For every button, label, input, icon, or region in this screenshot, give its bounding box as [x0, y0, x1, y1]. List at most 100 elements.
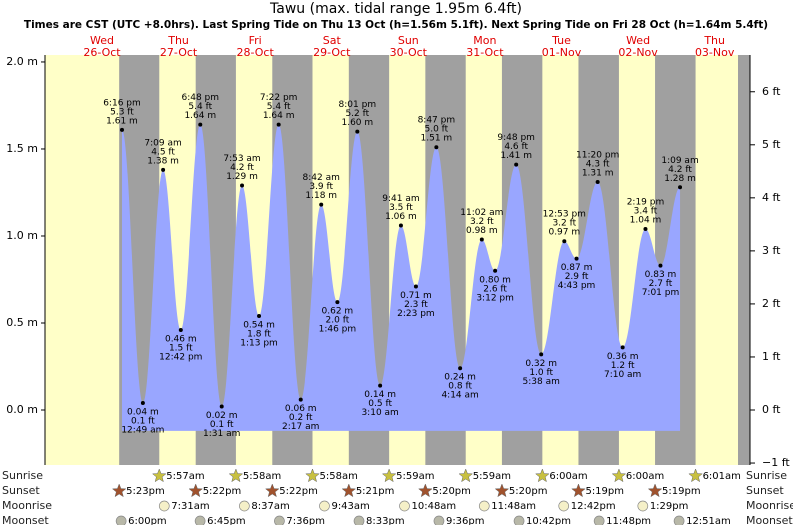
tide-point [595, 180, 600, 185]
sunset-time: 5:21pm [356, 486, 395, 497]
moonset-icon [353, 515, 365, 525]
tide-label: 0.04 m [127, 408, 159, 418]
tide-label: 12:49 am [121, 426, 164, 436]
tide-point [257, 314, 262, 319]
tide-label: 4.3 ft [586, 160, 610, 170]
tide-point [620, 345, 625, 350]
tide-point [643, 227, 648, 232]
tide-label: 1.18 m [305, 191, 337, 201]
tide-label: 0.14 m [364, 390, 396, 400]
tide-label: 5.0 ft [424, 125, 448, 135]
day-name: Fri [249, 34, 262, 47]
day-name: Sat [323, 34, 342, 47]
moonrise-time: 12:42pm [571, 501, 616, 512]
tide-point [119, 127, 124, 132]
y2-tick-label: 5 ft [762, 138, 781, 151]
day-name: Mon [473, 34, 496, 47]
moonset-time: 6:00pm [128, 516, 167, 525]
sunset-icon [647, 483, 663, 498]
tide-point [378, 383, 383, 388]
tide-label: 2.7 ft [649, 279, 673, 289]
sunset-icon [188, 483, 204, 498]
moonrise-time: 8:37am [251, 501, 289, 512]
row-label: Moonset [746, 514, 793, 525]
moonrise-time: 10:48am [411, 501, 456, 512]
tide-label: 3.9 ft [309, 182, 333, 192]
axis-strip [738, 55, 750, 465]
tide-label: 0.80 m [479, 275, 511, 285]
tide-label: 5:38 am [523, 377, 560, 387]
tide-label: 8:01 pm [339, 100, 377, 110]
tide-label: 0.24 m [444, 373, 476, 383]
tide-label: 3.5 ft [389, 203, 413, 213]
moonrise-time: 7:31am [171, 501, 209, 512]
sunrise-icon [611, 468, 627, 483]
tide-point [413, 284, 418, 289]
moonset-time: 11:48pm [606, 516, 651, 525]
tide-label: 0.98 m [466, 226, 498, 236]
day-name: Thu [703, 34, 725, 47]
moonset-icon [513, 515, 525, 525]
day-date: 28-Oct [237, 46, 275, 59]
tide-label: 1.28 m [664, 174, 696, 184]
tide-label: 2:19 pm [627, 198, 665, 208]
y2-tick-label: 1 ft [762, 350, 781, 363]
tide-label: 11:02 am [460, 208, 503, 218]
sunset-icon [494, 483, 510, 498]
sunset-icon [111, 483, 127, 498]
tide-label: 4.5 ft [151, 147, 175, 157]
sunset-icon [341, 483, 357, 498]
tide-label: 0.1 ft [131, 417, 155, 427]
tide-point [335, 300, 340, 305]
moonset-icon [673, 515, 685, 525]
day-name: Tue [551, 34, 571, 47]
tide-label: 0.2 ft [289, 413, 313, 423]
tide-label: 3:12 pm [476, 293, 514, 303]
tide-point [562, 239, 567, 244]
y-tick-label: 0.0 m [6, 403, 38, 416]
day-name: Thu [167, 34, 189, 47]
sunset-time: 5:22pm [203, 486, 242, 497]
day-date: 27-Oct [160, 46, 198, 59]
tide-label: 0.36 m [607, 352, 639, 362]
tide-point [574, 256, 579, 261]
tide-label: 1.60 m [341, 118, 373, 128]
moonrise-icon [558, 500, 570, 512]
y-tick-label: 0.5 m [6, 316, 38, 329]
tide-label: 2.3 ft [404, 300, 428, 310]
sunrise-time: 5:58am [243, 471, 281, 482]
tide-label: 12:53 pm [543, 210, 586, 220]
sunrise-icon [151, 468, 167, 483]
sunrise-icon [535, 468, 550, 483]
tide-label: 7:09 am [144, 138, 181, 148]
tide-point [398, 223, 403, 228]
moonset-time: 9:36pm [446, 516, 485, 525]
tide-point [219, 404, 224, 409]
tide-label: 5.3 ft [110, 107, 134, 117]
y2-tick-label: 4 ft [762, 191, 781, 204]
day-date: 30-Oct [390, 46, 428, 59]
tide-label: 3.4 ft [634, 207, 658, 217]
tide-label: 0.5 ft [368, 399, 392, 409]
tide-point [678, 185, 683, 190]
y-tick-label: 1.0 m [6, 229, 38, 242]
moonset-time: 8:33pm [366, 516, 405, 525]
tide-label: 1.8 ft [247, 330, 271, 340]
moonset-icon [433, 515, 445, 525]
day-date: 02-Nov [618, 46, 658, 59]
tide-point [458, 366, 463, 371]
day-name: Wed [90, 34, 114, 47]
moonrise-icon [239, 500, 250, 512]
moonset-time: 7:36pm [286, 516, 325, 525]
tide-label: 1:13 pm [240, 339, 278, 349]
sunset-time: 5:20pm [432, 486, 471, 497]
tide-label: 1.31 m [582, 169, 614, 179]
tide-label: 4.6 ft [504, 142, 528, 152]
tide-point [178, 327, 183, 332]
sunrise-icon [228, 468, 244, 483]
sunset-time: 5:23pm [126, 486, 165, 497]
moonrise-icon [158, 500, 170, 512]
day-date: 29-Oct [313, 46, 351, 59]
y-tick-label: 1.5 m [6, 142, 38, 155]
row-label: Sunset [746, 484, 784, 497]
